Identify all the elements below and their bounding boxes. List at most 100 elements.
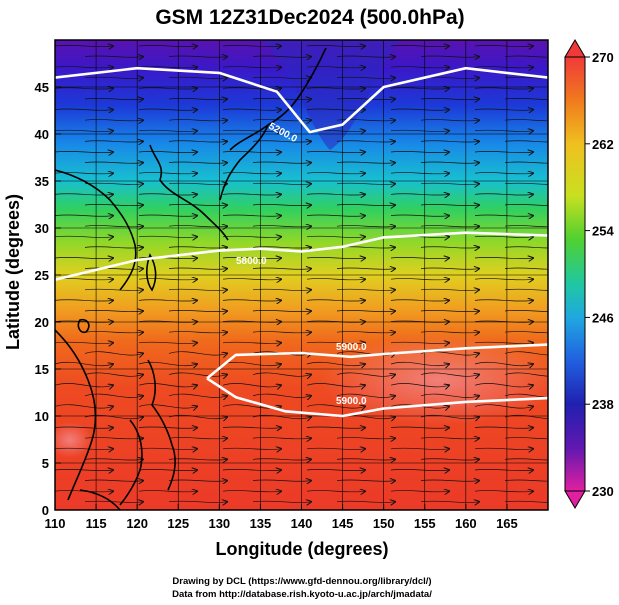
streamline — [474, 383, 533, 386]
streamline — [474, 278, 533, 279]
streamline — [138, 361, 197, 365]
streamline — [420, 501, 479, 502]
streamline — [474, 300, 533, 301]
streamline — [420, 183, 479, 184]
streamline — [504, 161, 548, 164]
x-tick-label: 120 — [126, 516, 148, 531]
contour-line — [55, 66, 548, 134]
streamline — [168, 331, 227, 332]
streamline — [252, 225, 311, 226]
contour-label-5900-south: 5900.0 — [336, 396, 367, 407]
streamline — [84, 459, 143, 460]
x-tick-label: 125 — [167, 516, 189, 531]
streamline — [55, 404, 113, 408]
streamline — [504, 119, 548, 122]
streamline — [474, 45, 533, 46]
streamline — [336, 289, 395, 290]
streamline — [504, 351, 548, 356]
streamline — [168, 247, 227, 248]
streamline — [336, 310, 395, 311]
x-tick-label: 110 — [45, 516, 66, 531]
streamline — [336, 437, 395, 438]
streamline — [168, 393, 227, 397]
streamline — [420, 459, 479, 460]
streamline — [336, 331, 395, 332]
streamline — [55, 215, 113, 216]
streamline — [306, 469, 365, 470]
streamline — [420, 98, 479, 99]
streamline — [252, 289, 311, 290]
x-tick-label: 115 — [86, 516, 107, 531]
streamline — [252, 393, 311, 397]
y-tick-label: 0 — [42, 503, 49, 518]
streamline — [336, 77, 395, 78]
streamline — [84, 480, 143, 481]
streamline — [168, 225, 227, 226]
x-tick-label: 130 — [208, 516, 230, 531]
streamline — [306, 427, 365, 428]
streamline — [252, 310, 311, 311]
streamline — [504, 331, 548, 334]
streamline — [222, 109, 281, 110]
y-axis-ticks: 0 5 10 15 20 25 30 35 40 45 — [35, 80, 61, 518]
y-tick-label: 30 — [35, 221, 49, 236]
streamline — [420, 351, 479, 355]
streamline — [252, 459, 311, 460]
streamline — [336, 162, 395, 163]
streamline — [55, 383, 113, 386]
streamline — [84, 141, 143, 142]
streamline — [390, 130, 449, 131]
streamline — [504, 309, 548, 313]
streamline — [306, 215, 365, 216]
streamline — [84, 247, 143, 248]
streamline — [252, 204, 311, 205]
streamline — [55, 469, 113, 470]
contour-line — [55, 231, 548, 281]
contour-line — [206, 377, 548, 418]
streamline — [138, 130, 197, 131]
x-tick-label: 145 — [332, 516, 354, 531]
streamline — [84, 162, 143, 163]
streamline — [306, 278, 365, 279]
streamline — [222, 194, 281, 195]
streamline — [474, 448, 533, 449]
streamline — [138, 66, 197, 67]
streamline — [252, 501, 311, 502]
streamline — [390, 45, 449, 46]
streamline — [336, 119, 395, 120]
streamline — [168, 372, 227, 376]
streamline — [504, 55, 548, 58]
streamline — [138, 236, 197, 237]
streamline — [390, 361, 449, 365]
streamline — [504, 372, 548, 377]
contour-label-5900-north: 5900.0 — [336, 342, 367, 353]
streamline — [55, 342, 113, 343]
streamline — [474, 427, 533, 428]
streamline — [222, 236, 281, 237]
streamline — [504, 97, 548, 101]
streamline — [474, 342, 533, 343]
streamline — [474, 109, 533, 110]
streamline — [222, 404, 281, 408]
streamline — [336, 204, 395, 205]
streamline — [252, 183, 311, 184]
streamline — [474, 151, 533, 152]
wind-streamlines — [55, 45, 548, 502]
streamline — [84, 331, 143, 332]
x-axis-ticks: 110 115 120 125 130 135 140 145 150 155 160 165 — [45, 504, 518, 531]
streamline — [84, 98, 143, 99]
contour-label-5800: 5800.0 — [236, 256, 267, 267]
streamline — [84, 310, 143, 311]
streamline — [504, 182, 548, 185]
streamline — [55, 109, 113, 110]
streamline — [138, 300, 197, 301]
streamline — [222, 490, 281, 491]
y-axis-label: Latitude (degrees) — [3, 194, 23, 350]
colorbar-tick-label: 270 — [592, 50, 614, 65]
streamline — [252, 480, 311, 481]
streamline — [138, 257, 197, 258]
streamline — [222, 342, 281, 343]
streamline — [138, 427, 197, 428]
streamline — [390, 300, 449, 301]
colorbar-tick-label: 238 — [592, 397, 614, 412]
